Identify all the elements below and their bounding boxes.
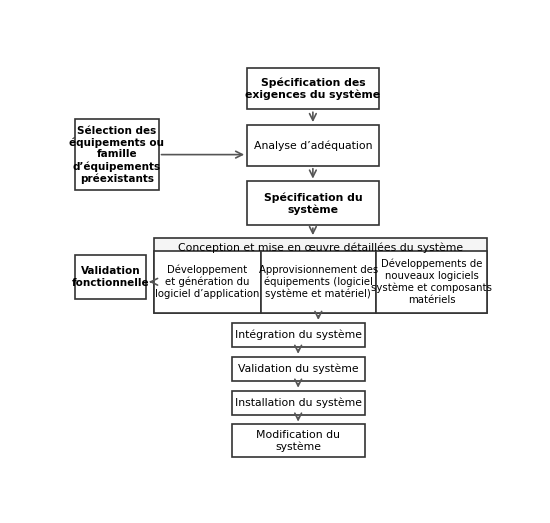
Text: Spécification des
exigences du système: Spécification des exigences du système bbox=[245, 77, 381, 100]
Bar bbox=[247, 69, 379, 109]
Text: Intégration du système: Intégration du système bbox=[235, 329, 362, 340]
Text: Validation
fonctionnelle: Validation fonctionnelle bbox=[72, 266, 150, 288]
Bar bbox=[75, 255, 146, 299]
Bar bbox=[154, 251, 261, 313]
Text: Développement
et génération du
logiciel d’application: Développement et génération du logiciel … bbox=[155, 265, 260, 299]
Text: Approvisionnement des
équipements (logiciel
système et matériel): Approvisionnement des équipements (logic… bbox=[258, 265, 378, 299]
Bar bbox=[376, 251, 487, 313]
Text: Installation du système: Installation du système bbox=[235, 397, 362, 408]
Bar bbox=[232, 323, 365, 347]
Bar bbox=[232, 425, 365, 457]
Bar bbox=[261, 251, 376, 313]
Bar bbox=[75, 119, 158, 190]
Bar bbox=[247, 125, 379, 166]
Bar bbox=[232, 357, 365, 381]
Text: Validation du système: Validation du système bbox=[238, 363, 359, 374]
Text: Modification du
système: Modification du système bbox=[256, 429, 340, 452]
Text: Analyse d’adéquation: Analyse d’adéquation bbox=[254, 140, 372, 151]
Text: Conception et mise en œuvre détaillées du système: Conception et mise en œuvre détaillées d… bbox=[178, 243, 463, 253]
Bar bbox=[232, 391, 365, 415]
Text: Spécification du
système: Spécification du système bbox=[263, 192, 362, 215]
Bar bbox=[154, 238, 487, 313]
Text: Sélection des
équipements ou
famille
d’équipements
préexistants: Sélection des équipements ou famille d’é… bbox=[69, 126, 164, 184]
Bar bbox=[247, 181, 379, 225]
Text: Développements de
nouveaux logiciels
système et composants
matériels: Développements de nouveaux logiciels sys… bbox=[371, 259, 492, 305]
